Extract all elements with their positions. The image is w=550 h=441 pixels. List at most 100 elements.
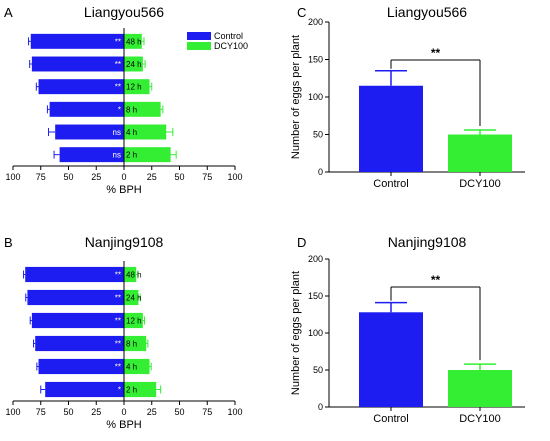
- y-tick-label: 100: [308, 328, 323, 338]
- time-label: 4 h: [126, 128, 137, 137]
- panel-letter: C: [297, 5, 306, 20]
- significance-label: **: [115, 271, 121, 280]
- bar-dcy100: [124, 289, 139, 306]
- bar-control: [38, 79, 124, 95]
- x-tick-label: 75: [36, 407, 46, 417]
- y-tick-label: 150: [308, 291, 323, 301]
- panel-letter: D: [297, 235, 306, 250]
- significance-label: **: [115, 37, 121, 46]
- legend-label-dcy100: DCY100: [214, 41, 248, 51]
- bar-dcy100: [124, 266, 137, 283]
- bar-control: [359, 85, 423, 172]
- time-label: 8 h: [126, 340, 137, 349]
- bar-control: [30, 33, 124, 49]
- x-tick-label: 25: [147, 407, 157, 417]
- y-tick-label: 0: [318, 402, 323, 412]
- panel-letter: B: [4, 235, 13, 250]
- legend-label-control: Control: [214, 31, 243, 41]
- time-label: 2 h: [126, 151, 137, 160]
- time-label: 2 h: [126, 386, 137, 395]
- panel-letter: A: [4, 5, 13, 20]
- significance-label: ns: [113, 151, 121, 160]
- x-tick-label: 100: [227, 407, 242, 417]
- bar-control: [31, 56, 124, 72]
- legend-swatch-control: [187, 32, 211, 40]
- time-label: 48 h: [126, 271, 142, 280]
- significance-label: ns: [113, 128, 121, 137]
- bar-dcy100: [124, 335, 147, 352]
- bar-dcy100: [124, 101, 161, 117]
- time-label: 24 h: [126, 294, 142, 303]
- bar-control: [49, 101, 124, 117]
- time-label: 12 h: [126, 83, 142, 92]
- panel-c: C Liangyou566 0 50 100 150 200 Number of eggs p…: [290, 4, 525, 190]
- y-tick-label: 200: [308, 254, 323, 264]
- x-tick-label: 25: [91, 172, 101, 182]
- significance-label: **: [115, 60, 121, 69]
- bar-dcy100: [124, 147, 171, 163]
- significance-label: **: [115, 83, 121, 92]
- y-axis-label: Number of eggs per plant: [290, 35, 302, 159]
- x-tick-label: 75: [202, 407, 212, 417]
- x-tick-label: 25: [147, 172, 157, 182]
- x-tick-label: Control: [373, 178, 408, 190]
- x-tick-label: 0: [121, 172, 126, 182]
- bar-dcy100: [124, 312, 143, 329]
- bar-control: [35, 335, 125, 352]
- chart-title: Nanjing9108: [85, 234, 164, 250]
- bar-control: [59, 147, 125, 163]
- time-label: 4 h: [126, 363, 137, 372]
- x-axis-label: % BPH: [106, 419, 142, 431]
- x-tick-label: 50: [174, 407, 184, 417]
- bar-dcy100: [124, 79, 150, 95]
- significance-label: *: [118, 386, 121, 395]
- x-tick-label: 50: [63, 407, 73, 417]
- x-axis-label: % BPH: [106, 184, 142, 196]
- bar-dcy100: [124, 33, 142, 49]
- significance-label: **: [115, 317, 121, 326]
- bar-control: [25, 266, 124, 283]
- x-tick-label: 50: [63, 172, 73, 182]
- time-label: 24 h: [126, 60, 142, 69]
- y-tick-label: 200: [308, 17, 323, 27]
- y-tick-label: 50: [313, 130, 323, 140]
- x-tick-label: 25: [91, 407, 101, 417]
- time-label: 12 h: [126, 317, 142, 326]
- bar-dcy100: [124, 358, 150, 375]
- y-tick-label: 0: [318, 167, 323, 177]
- chart-title: Nanjing9108: [388, 234, 467, 250]
- significance-label: **: [431, 273, 441, 287]
- x-tick-label: 100: [5, 407, 20, 417]
- significance-label: *: [118, 105, 121, 114]
- y-tick-label: 150: [308, 55, 323, 65]
- x-tick-label: 100: [5, 172, 20, 182]
- bar-dcy100: [124, 124, 167, 140]
- bar-control: [31, 312, 124, 329]
- x-tick-label: 75: [202, 172, 212, 182]
- bar-control: [38, 358, 124, 375]
- bar-control: [27, 289, 124, 306]
- bar-dcy100: [124, 56, 143, 72]
- bar-control: [359, 312, 423, 407]
- legend-swatch-dcy100: [187, 42, 211, 50]
- panel-a: A Liangyou566 ** 48 h ** 24 h ** 12 h * 8 h ns 4 h n…: [4, 4, 248, 196]
- chart-title: Liangyou566: [84, 4, 164, 20]
- significance-label: **: [115, 363, 121, 372]
- significance-label: **: [431, 46, 441, 60]
- time-label: 8 h: [126, 105, 137, 114]
- y-axis-label: Number of eggs per plant: [290, 271, 302, 395]
- bar-control: [45, 381, 124, 398]
- significance-label: **: [115, 294, 121, 303]
- bar-dcy100: [448, 134, 512, 172]
- x-tick-label: Control: [373, 413, 408, 425]
- bar-dcy100: [124, 381, 157, 398]
- x-tick-label: 100: [227, 172, 242, 182]
- significance-label: **: [115, 340, 121, 349]
- x-tick-label: DCY100: [459, 178, 501, 190]
- panel-b: B Nanjing9108 ** 48 h ** 24 h ** 12 h ** 8 h ** 4 h…: [4, 234, 243, 431]
- x-tick-label: 0: [121, 407, 126, 417]
- x-tick-label: 50: [174, 172, 184, 182]
- y-tick-label: 100: [308, 92, 323, 102]
- x-tick-label: DCY100: [459, 413, 501, 425]
